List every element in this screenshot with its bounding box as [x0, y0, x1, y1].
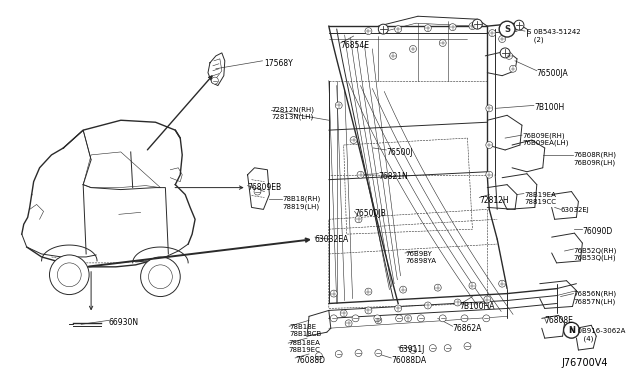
Circle shape [469, 282, 476, 289]
Circle shape [506, 52, 513, 59]
Text: 76B9BY
76898YA: 76B9BY 76898YA [405, 251, 436, 264]
Text: 78B18E
78B18CB: 78B18E 78B18CB [289, 324, 321, 337]
Circle shape [486, 105, 493, 112]
Circle shape [439, 315, 446, 322]
Text: 76088D: 76088D [295, 356, 325, 365]
Circle shape [390, 52, 397, 59]
Circle shape [435, 284, 441, 291]
Text: 78B19EA
78819CC: 78B19EA 78819CC [524, 192, 556, 205]
Circle shape [429, 344, 436, 352]
Circle shape [355, 216, 362, 223]
Text: 72812N(RH)
72813N(LH): 72812N(RH) 72813N(LH) [271, 106, 314, 121]
Text: 76854E: 76854E [340, 41, 370, 50]
Circle shape [449, 24, 456, 31]
Circle shape [395, 26, 402, 33]
Text: 63911J: 63911J [398, 345, 424, 354]
Text: 76090D: 76090D [582, 227, 612, 236]
Text: 7B100HA: 7B100HA [460, 302, 495, 311]
Circle shape [357, 171, 364, 178]
Circle shape [486, 141, 493, 148]
Circle shape [365, 288, 372, 295]
Circle shape [444, 344, 451, 352]
Text: J76700V4: J76700V4 [561, 358, 608, 368]
Text: N 0B916-3062A
      (4): N 0B916-3062A (4) [570, 328, 625, 342]
Circle shape [396, 315, 403, 322]
Text: 76862A: 76862A [452, 324, 482, 333]
Circle shape [500, 48, 510, 58]
Text: 17568Y: 17568Y [264, 59, 293, 68]
Text: 76808E: 76808E [545, 316, 573, 326]
Circle shape [365, 307, 372, 314]
Circle shape [486, 171, 493, 178]
Circle shape [330, 315, 337, 322]
Circle shape [399, 286, 406, 293]
Circle shape [483, 315, 490, 322]
Circle shape [454, 299, 461, 306]
Circle shape [395, 305, 402, 312]
Text: 76821N: 76821N [378, 172, 408, 181]
Circle shape [439, 39, 446, 46]
Circle shape [417, 315, 424, 322]
Circle shape [489, 30, 496, 36]
Text: 63032EA: 63032EA [315, 235, 349, 244]
Text: 76B09E(RH)
76B09EA(LH): 76B09E(RH) 76B09EA(LH) [522, 132, 568, 146]
Text: 76088DA: 76088DA [391, 356, 426, 365]
Circle shape [340, 310, 347, 317]
Circle shape [509, 65, 516, 72]
Text: 78B18EA
78B19EC: 78B18EA 78B19EC [288, 340, 320, 353]
Circle shape [141, 257, 180, 296]
Circle shape [484, 296, 491, 303]
Circle shape [461, 315, 468, 322]
Circle shape [564, 322, 579, 338]
Circle shape [464, 343, 471, 350]
Circle shape [211, 77, 218, 84]
Text: 76500JA: 76500JA [537, 69, 568, 78]
Text: 66930N: 66930N [109, 318, 139, 327]
Circle shape [352, 315, 359, 322]
Text: 63032EJ: 63032EJ [561, 208, 589, 214]
Circle shape [469, 23, 476, 30]
Text: N: N [568, 326, 575, 335]
Circle shape [365, 28, 372, 35]
Circle shape [404, 315, 412, 322]
Circle shape [499, 21, 515, 37]
Text: 76809EB: 76809EB [248, 183, 282, 192]
Circle shape [375, 317, 382, 324]
Circle shape [374, 315, 381, 322]
Circle shape [378, 24, 388, 34]
Text: 76500J: 76500J [387, 148, 413, 157]
Circle shape [375, 350, 382, 356]
Circle shape [499, 280, 506, 287]
Circle shape [335, 350, 342, 357]
Circle shape [345, 320, 352, 327]
Text: 72812H: 72812H [479, 196, 509, 205]
Text: 76856N(RH)
76857N(LH): 76856N(RH) 76857N(LH) [573, 291, 616, 305]
Circle shape [49, 255, 89, 295]
Text: 76B08R(RH)
76B09R(LH): 76B08R(RH) 76B09R(LH) [573, 152, 616, 166]
Circle shape [514, 20, 524, 30]
Circle shape [350, 137, 357, 144]
Text: 78B18(RH)
78819(LH): 78B18(RH) 78819(LH) [282, 196, 321, 209]
Circle shape [472, 19, 483, 29]
Circle shape [335, 102, 342, 109]
Text: 7B100H: 7B100H [534, 103, 564, 112]
Circle shape [499, 36, 506, 42]
Circle shape [316, 353, 323, 359]
Text: 76B52Q(RH)
76B53Q(LH): 76B52Q(RH) 76B53Q(LH) [573, 247, 617, 261]
Circle shape [330, 290, 337, 297]
Circle shape [355, 350, 362, 356]
Circle shape [424, 25, 431, 32]
Text: S: S [504, 25, 510, 33]
Circle shape [424, 302, 431, 309]
Text: 76500JB: 76500JB [355, 209, 387, 218]
Circle shape [410, 347, 417, 353]
Circle shape [410, 45, 417, 52]
Text: S 0B543-51242
   (2): S 0B543-51242 (2) [527, 29, 580, 43]
Circle shape [254, 188, 261, 195]
